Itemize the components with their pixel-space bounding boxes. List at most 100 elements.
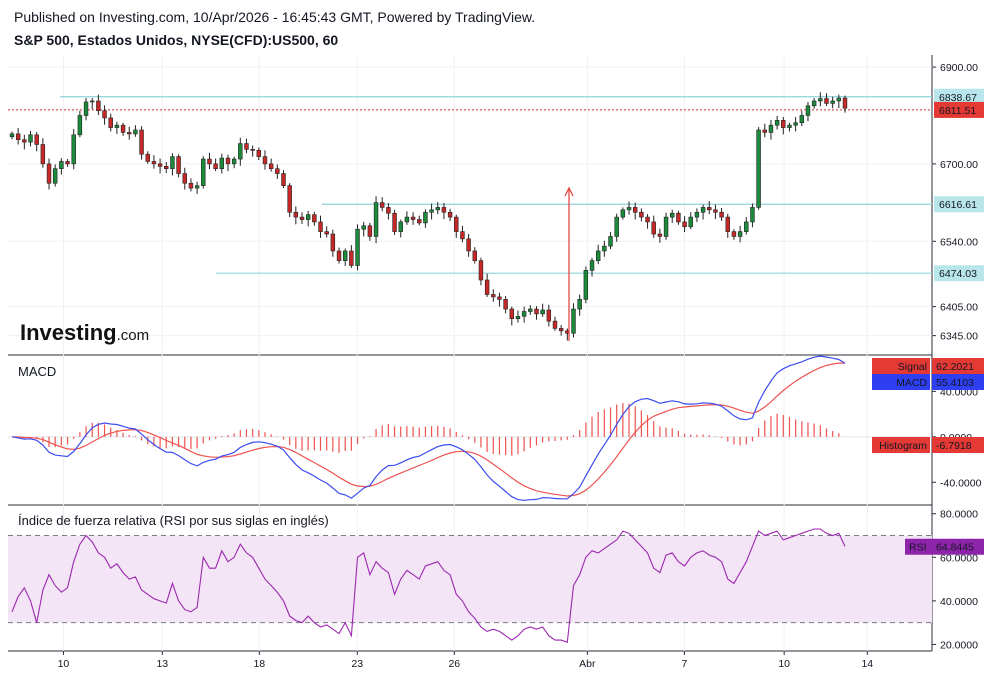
time-tick-label-8: 14 xyxy=(861,658,873,670)
candle-body-31 xyxy=(201,158,206,186)
candle-body-54 xyxy=(342,250,348,261)
candle-body-38 xyxy=(244,143,249,150)
candle-body-30 xyxy=(194,185,200,189)
candle-body-100 xyxy=(626,207,632,211)
candle-body-17 xyxy=(114,124,120,128)
candle-body-113 xyxy=(707,207,712,211)
histogram-tag-label-bg xyxy=(872,437,930,453)
candle-body-63 xyxy=(398,221,403,232)
level-tag-1-bg xyxy=(934,196,984,213)
candle-body-121 xyxy=(756,129,761,208)
candle-body-133 xyxy=(830,100,835,104)
candle-body-101 xyxy=(632,207,638,213)
candle-body-21 xyxy=(139,129,144,155)
candle-body-25 xyxy=(164,165,169,170)
candle-body-123 xyxy=(768,124,774,133)
candle-body-24 xyxy=(157,163,163,167)
candle-body-7 xyxy=(52,168,58,184)
candle-body-15 xyxy=(102,110,107,119)
candle-body-3 xyxy=(28,134,33,143)
candle-body-14 xyxy=(96,100,101,111)
candle-body-111 xyxy=(694,211,700,218)
candle-body-33 xyxy=(213,163,218,170)
candle-body-59 xyxy=(373,202,379,237)
candle-body-18 xyxy=(120,124,126,133)
candle-body-36 xyxy=(231,158,237,165)
candle-body-108 xyxy=(676,212,681,223)
rsi-tick-label-1: 60.0000 xyxy=(940,552,978,564)
candle-body-118 xyxy=(737,231,743,237)
rsi-line xyxy=(11,528,846,644)
candle-body-126 xyxy=(787,124,792,128)
candle-body-37 xyxy=(238,143,243,160)
candle-body-109 xyxy=(682,221,687,228)
candle-body-9 xyxy=(65,161,70,165)
price-tick-label-0: 6900.00 xyxy=(940,62,978,74)
candlestick-series xyxy=(9,92,848,341)
chart-symbol-title: S&P 500, Estados Unidos, NYSE(CFD):US500… xyxy=(14,32,339,48)
candle-body-89 xyxy=(558,328,564,332)
rsi-tick-label-2: 40.0000 xyxy=(940,596,978,608)
candle-body-43 xyxy=(275,168,280,174)
time-tick-label-7: 10 xyxy=(778,658,790,670)
histogram-tag-value: -6.7918 xyxy=(936,440,972,452)
candle-body-96 xyxy=(602,245,607,252)
time-tick-label-1: 13 xyxy=(156,658,168,670)
candle-body-114 xyxy=(713,209,718,213)
current-price-tag-text: 6811.51 xyxy=(939,105,976,117)
candle-body-124 xyxy=(774,120,780,126)
macd-pane-label: MACD xyxy=(18,364,56,379)
candle-body-47 xyxy=(299,216,305,220)
candle-body-44 xyxy=(281,173,286,186)
histogram-tag-value-bg xyxy=(932,437,984,453)
rsi-tick-label-3: 20.0000 xyxy=(940,639,978,651)
candle-body-125 xyxy=(781,120,786,128)
candle-body-81 xyxy=(509,308,515,320)
level-tag-2-bg xyxy=(934,265,984,282)
candle-body-50 xyxy=(318,221,323,232)
time-tick-label-5: Abr xyxy=(579,658,596,670)
candle-body-4 xyxy=(34,134,39,145)
candle-body-104 xyxy=(651,221,656,235)
signal-tag-label: Signal xyxy=(898,361,927,373)
candle-body-45 xyxy=(287,185,292,213)
candle-body-52 xyxy=(330,233,336,252)
candle-body-41 xyxy=(262,156,268,165)
candle-body-64 xyxy=(404,216,410,223)
time-tick-label-6: 7 xyxy=(681,658,687,670)
rsi-tick-label-0: 80.0000 xyxy=(940,509,978,521)
time-tick-label-3: 23 xyxy=(351,658,363,670)
price-tick-label-4: 6345.00 xyxy=(940,331,978,343)
candle-body-130 xyxy=(811,100,817,107)
candle-body-62 xyxy=(392,212,397,232)
candle-body-29 xyxy=(188,182,194,189)
candle-body-97 xyxy=(608,236,613,247)
candle-body-134 xyxy=(836,97,842,102)
candle-body-6 xyxy=(46,163,52,184)
annotation-arrow-head xyxy=(564,186,574,197)
level-tag-0-bg xyxy=(934,88,984,105)
candle-body-91 xyxy=(571,308,576,334)
rsi-tag-value: 64.8445 xyxy=(936,542,974,554)
candle-body-120 xyxy=(750,207,755,223)
candle-body-132 xyxy=(824,98,829,104)
candle-body-86 xyxy=(540,309,545,315)
macd-value-tags: Signal 62.2021 MACD 55.4103 Histogram -6.7918 xyxy=(872,358,984,453)
candle-body-32 xyxy=(207,158,212,165)
candle-body-26 xyxy=(170,156,175,170)
candle-body-19 xyxy=(127,132,132,135)
candle-body-35 xyxy=(225,157,231,165)
current-price-tag-bg xyxy=(934,101,984,118)
candle-body-0 xyxy=(9,133,15,138)
candle-body-61 xyxy=(386,207,391,214)
candle-body-12 xyxy=(83,101,89,116)
horizontal-levels xyxy=(8,96,932,274)
candle-body-11 xyxy=(77,115,83,136)
macd-tag-label: MACD xyxy=(896,377,927,389)
candle-body-110 xyxy=(688,216,693,228)
level-tag-1-text: 6616.61 xyxy=(939,199,977,211)
candle-body-107 xyxy=(670,212,675,218)
rsi-tag-value-bg xyxy=(932,538,984,555)
level-tag-2-text: 6474.03 xyxy=(939,268,977,280)
